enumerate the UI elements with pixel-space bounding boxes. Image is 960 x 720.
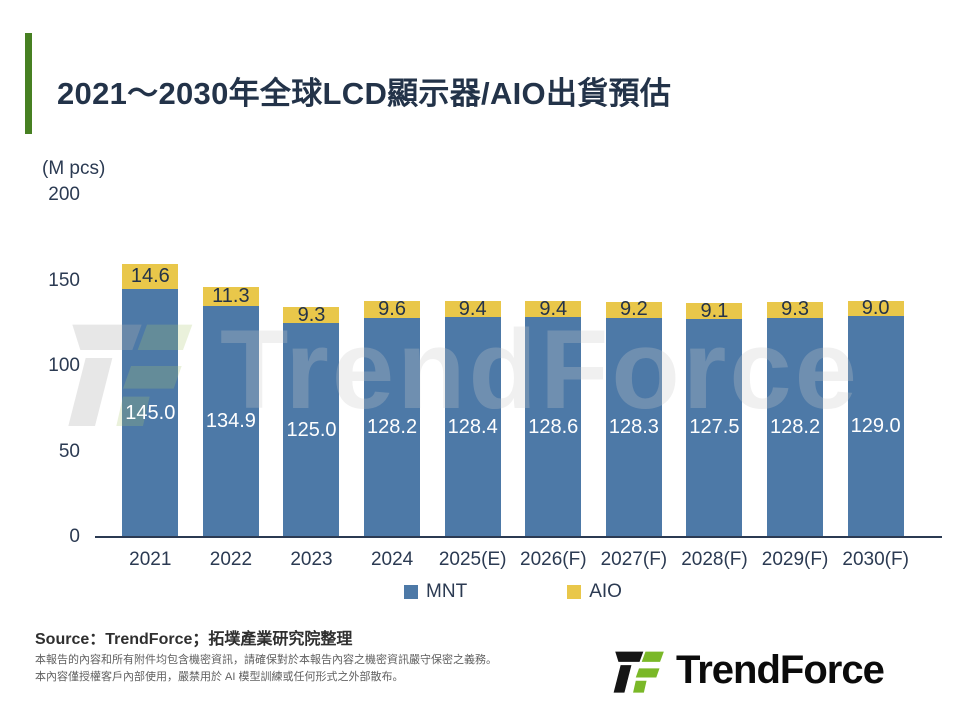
bar-segment-mnt-2026(F): 128.6 <box>525 317 582 537</box>
value-label-mnt-2026(F): 128.6 <box>528 415 579 438</box>
bar-stack-2022: 11.3 134.9 <box>202 285 259 537</box>
value-label-mnt-2021: 145.0 <box>125 401 176 424</box>
bar-segment-aio-2029(F): 9.3 <box>767 298 824 320</box>
x-axis-baseline <box>95 536 942 538</box>
x-axis-label-2025(E): 2025(E) <box>438 549 507 570</box>
bar-segment-mnt-2023: 125.0 <box>283 323 340 537</box>
y-tick-50: 50 <box>58 440 80 462</box>
disclaimer: 本報告的內容和所有附件均包含機密資訊，請確保對於本報告內容之機密資訊嚴守保密之義… <box>35 652 497 686</box>
bar-segment-aio-2025(E): 9.4 <box>444 298 501 320</box>
bar-segment-mnt-2025(E): 128.4 <box>444 317 501 537</box>
bar-segment-mnt-2030(F): 129.0 <box>847 316 904 537</box>
trendforce-logo: TrendForce <box>612 644 885 696</box>
value-label-mnt-2023: 125.0 <box>286 418 337 441</box>
y-axis-ticks: 0 50 100 150 200 <box>20 184 80 547</box>
bar-segment-mnt-2022: 134.9 <box>202 306 259 537</box>
title-accent-bar <box>25 33 32 134</box>
legend-label-aio: AIO <box>589 581 622 602</box>
value-label-mnt-2024: 128.2 <box>367 415 418 438</box>
x-axis-label-2021: 2021 <box>129 549 172 570</box>
plot-area: 14.6 145.0 11.3 134.9 9.3 125.0 9.6 128.2 9.4 128… <box>110 195 916 537</box>
bar-segment-aio-2026(F): 9.4 <box>525 298 582 320</box>
bar-group-2021: 14.6 145.0 <box>110 195 191 537</box>
bar-group-2024: 9.6 128.2 <box>352 195 433 537</box>
page-title: 2021～2030年全球LCD顯示器/AIO出貨預估 <box>57 76 672 111</box>
bar-group-2025(E): 9.4 128.4 <box>432 195 513 537</box>
bar-stack-2027(F): 9.2 128.3 <box>605 298 662 537</box>
bar-stack-2025(E): 9.4 128.4 <box>444 298 501 537</box>
value-label-mnt-2028(F): 127.5 <box>689 416 740 439</box>
legend: MNT AIO <box>110 581 916 603</box>
value-label-mnt-2022: 134.9 <box>205 410 256 433</box>
legend-item-mnt: MNT <box>404 581 467 603</box>
bar-stack-2028(F): 9.1 127.5 <box>686 300 743 537</box>
bar-stack-2024: 9.6 128.2 <box>364 298 421 537</box>
trendforce-logo-icon <box>613 651 664 693</box>
bar-segment-mnt-2029(F): 128.2 <box>767 317 824 537</box>
value-label-aio-2022: 11.3 <box>212 285 250 308</box>
value-label-aio-2029(F): 9.3 <box>781 298 809 321</box>
legend-label-mnt: MNT <box>426 581 468 602</box>
disclaimer-line-1: 本報告的內容和所有附件均包含機密資訊，請確保對於本報告內容之機密資訊嚴守保密之義… <box>35 654 497 666</box>
bar-segment-aio-2023: 9.3 <box>283 304 340 326</box>
value-label-aio-2024: 9.6 <box>378 298 406 321</box>
value-label-mnt-2029(F): 128.2 <box>770 415 821 438</box>
x-axis-label-2030(F): 2030(F) <box>842 549 909 570</box>
bar-segment-aio-2028(F): 9.1 <box>686 300 743 322</box>
value-label-aio-2026(F): 9.4 <box>539 297 568 320</box>
bar-segment-aio-2030(F): 9.0 <box>847 297 904 319</box>
y-tick-150: 150 <box>48 269 80 291</box>
value-label-aio-2021: 14.6 <box>130 265 170 288</box>
bar-segment-aio-2027(F): 9.2 <box>605 298 662 320</box>
x-axis-label-2029(F): 2029(F) <box>761 549 829 570</box>
value-label-aio-2027(F): 9.2 <box>619 298 648 321</box>
bar-segment-mnt-2024: 128.2 <box>364 317 421 537</box>
bar-group-2028(F): 9.1 127.5 <box>674 195 755 537</box>
x-axis-label-2027(F): 2027(F) <box>600 549 668 570</box>
value-label-mnt-2025(E): 128.4 <box>447 415 498 438</box>
bar-group-2026(F): 9.4 128.6 <box>513 195 594 537</box>
bar-segment-aio-2022: 11.3 <box>202 285 259 308</box>
bar-group-2022: 11.3 134.9 <box>191 195 272 537</box>
bar-segment-aio-2024: 9.6 <box>364 298 421 320</box>
bar-stack-2021: 14.6 145.0 <box>122 264 179 537</box>
value-label-aio-2030(F): 9.0 <box>861 297 890 320</box>
bar-segment-aio-2021: 14.6 <box>122 264 179 290</box>
logo-wordmark: TrendForce <box>676 647 885 692</box>
x-axis-label-2028(F): 2028(F) <box>681 549 748 570</box>
bar-stack-2029(F): 9.3 128.2 <box>767 298 824 537</box>
disclaimer-line-2: 本內容僅授權客戶內部使用，嚴禁用於 AI 模型訓練或任何形式之外部散布。 <box>35 671 404 683</box>
bar-segment-mnt-2028(F): 127.5 <box>686 318 743 537</box>
value-label-aio-2028(F): 9.1 <box>700 299 729 322</box>
bar-segment-mnt-2021: 145.0 <box>122 289 179 537</box>
y-tick-200: 200 <box>48 184 80 205</box>
bar-stack-2026(F): 9.4 128.6 <box>525 298 582 537</box>
bar-stack-2023: 9.3 125.0 <box>283 304 340 537</box>
source-line: Source：TrendForce；拓墣產業研究院整理 <box>35 631 353 648</box>
value-label-aio-2025(E): 9.4 <box>458 297 487 320</box>
bar-group-2030(F): 9.0 129.0 <box>835 195 916 537</box>
legend-swatch-mnt <box>404 585 419 599</box>
bar-stack-2030(F): 9.0 129.0 <box>847 297 904 537</box>
y-tick-100: 100 <box>48 355 80 376</box>
y-axis-unit-label: (M pcs) <box>42 158 106 179</box>
legend-swatch-aio <box>567 585 582 599</box>
bar-group-2027(F): 9.2 128.3 <box>594 195 675 537</box>
x-axis-label-2024: 2024 <box>370 549 414 570</box>
y-tick-0: 0 <box>69 526 80 547</box>
x-axis-label-2026(F): 2026(F) <box>520 549 587 570</box>
bar-segment-mnt-2027(F): 128.3 <box>605 317 662 537</box>
value-label-mnt-2027(F): 128.3 <box>608 415 659 438</box>
value-label-mnt-2030(F): 129.0 <box>850 415 901 438</box>
legend-item-aio: AIO <box>567 581 622 603</box>
value-label-aio-2023: 9.3 <box>297 303 326 326</box>
bar-group-2029(F): 9.3 128.2 <box>755 195 836 537</box>
x-axis-label-2023: 2023 <box>290 549 333 570</box>
x-axis-label-2022: 2022 <box>209 549 253 570</box>
x-axis-labels: 2021 2022 2023 2024 2025(E) 2026(F) 2027(F) 202… <box>110 549 916 571</box>
bar-group-2023: 9.3 125.0 <box>271 195 352 537</box>
